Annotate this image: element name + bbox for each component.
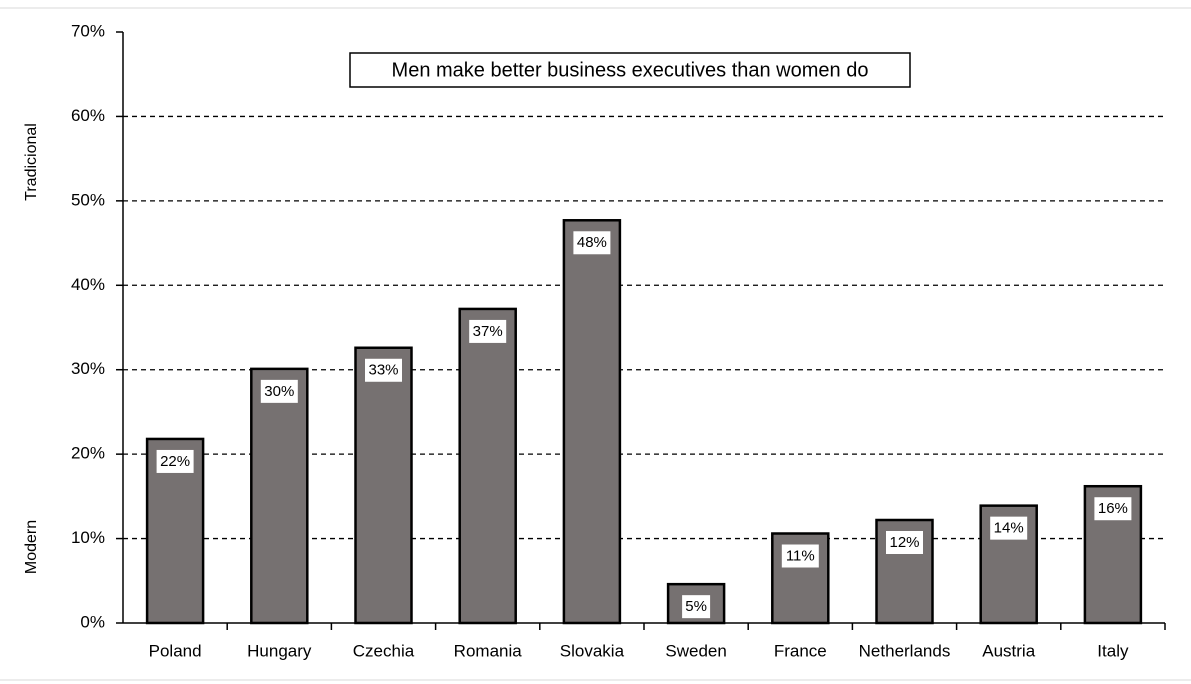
value-label-box [1094,497,1132,521]
value-label-box [682,595,711,619]
y-tick-label: 50% [71,190,105,209]
value-label: 14% [994,520,1024,537]
bar [562,219,622,625]
x-tick-label: Hungary [247,641,312,660]
value-label-box [573,231,611,255]
bar [354,346,413,625]
x-tick-label: Czechia [353,641,415,660]
bar [458,307,517,625]
y-tick-label: 30% [71,359,105,378]
value-label: 22% [160,453,190,470]
value-label-box [469,319,507,343]
value-label: 16% [1098,500,1128,517]
axis-annotation: Modern [23,520,40,574]
title-box [349,52,911,88]
x-tick-label: Netherlands [859,641,951,660]
value-label: 48% [577,234,607,251]
axis-annotation: Tradicional [23,123,40,201]
value-label: 5% [685,598,707,615]
value-label: 12% [889,534,919,551]
y-tick-label: 10% [71,528,105,547]
value-label-box [781,544,819,568]
y-tick-label: 60% [71,106,105,125]
value-label-box [156,449,194,473]
value-label-box [260,379,298,403]
value-label-box [886,530,923,554]
value-label-box [990,516,1028,540]
value-label: 37% [473,323,503,340]
x-tick-label: Poland [149,641,202,660]
x-tick-label: France [774,641,827,660]
y-tick-label: 20% [71,444,105,463]
value-label: 33% [368,362,398,379]
y-tick-label: 40% [71,275,105,294]
y-tick-label: 70% [71,21,105,40]
x-tick-label: Romania [454,641,523,660]
value-label: 11% [786,547,815,564]
x-tick-label: Slovakia [560,641,625,660]
bar [250,367,309,625]
value-label-box [365,358,402,382]
chart-title: Men make better business executives than… [392,59,869,81]
value-label: 30% [264,383,294,400]
x-tick-label: Austria [982,641,1035,660]
x-tick-label: Italy [1097,641,1129,660]
x-tick-label: Sweden [665,641,726,660]
y-tick-label: 0% [80,612,105,631]
